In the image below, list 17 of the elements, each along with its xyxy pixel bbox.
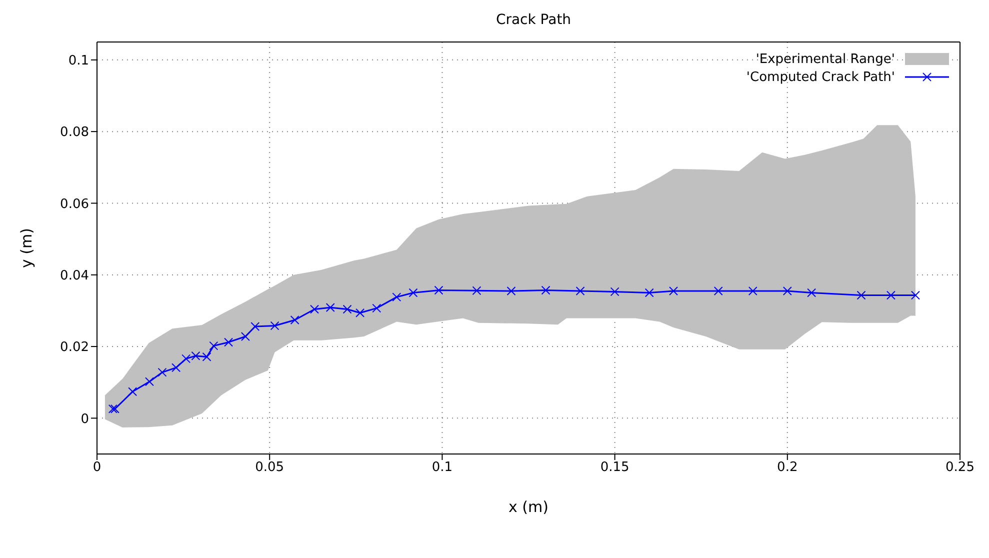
legend-label: 'Computed Crack Path' (746, 70, 895, 84)
y-tick-label: 0.06 (60, 196, 89, 212)
x-axis-title: x (m) (508, 498, 548, 516)
y-tick-label: 0.08 (60, 125, 89, 140)
x-tick-label: 0.15 (600, 460, 630, 476)
x-tick-label: 0.2 (777, 460, 798, 476)
x-tick-label: 0.05 (255, 460, 284, 476)
y-tick-label: 0.1 (68, 54, 89, 69)
y-tick-label: 0 (80, 412, 89, 427)
x-tick-label: 0.25 (946, 460, 974, 476)
chart-title: Crack Path (494, 12, 572, 28)
x-tick-label: 0 (92, 460, 102, 476)
y-tick-label: 0.04 (60, 268, 89, 284)
legend-label: 'Experimental Range' (756, 52, 895, 66)
y-axis-title: y (m) (17, 228, 36, 268)
x-tick-label: 0.1 (432, 460, 453, 476)
y-tick-label: 0.02 (60, 340, 89, 356)
